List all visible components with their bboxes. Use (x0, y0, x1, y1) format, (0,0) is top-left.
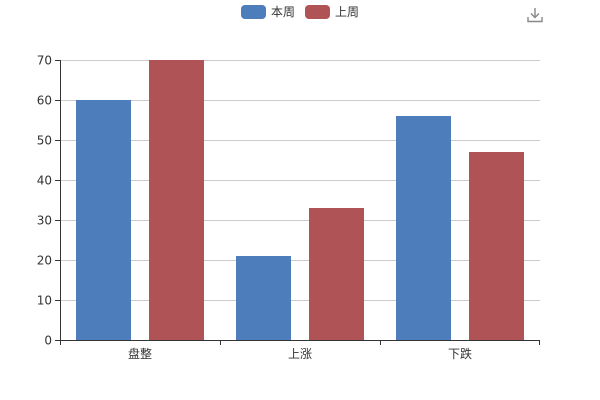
y-tick-label: 10 (37, 294, 52, 308)
y-tick-label: 70 (37, 54, 52, 68)
bar-this-week (236, 256, 291, 340)
bar-this-week (396, 116, 451, 340)
legend-label-last-week: 上周 (335, 5, 360, 19)
y-tick-label: 60 (37, 94, 52, 108)
x-category-label: 上涨 (288, 346, 312, 361)
legend-label-this-week: 本周 (270, 5, 295, 19)
x-category-label: 下跌 (448, 346, 472, 361)
bar-last-week (469, 152, 524, 340)
x-category-label: 盘整 (128, 346, 152, 361)
legend-item-this-week[interactable]: 本周 (240, 3, 295, 20)
legend-swatch-last-week (305, 4, 330, 19)
y-tick-label: 50 (37, 134, 52, 148)
y-tick-label: 30 (37, 214, 52, 228)
legend-item-last-week[interactable]: 上周 (305, 3, 359, 20)
bar-last-week (149, 60, 204, 340)
y-tick-label: 20 (37, 254, 52, 268)
legend-swatch-this-week (240, 4, 266, 19)
y-tick-label: 0 (44, 334, 52, 348)
legend: 本周 上周 (0, 3, 600, 20)
y-tick-label: 40 (37, 174, 52, 188)
bar-last-week (309, 208, 364, 340)
bar-this-week (76, 100, 131, 340)
download-icon[interactable] (526, 6, 544, 24)
